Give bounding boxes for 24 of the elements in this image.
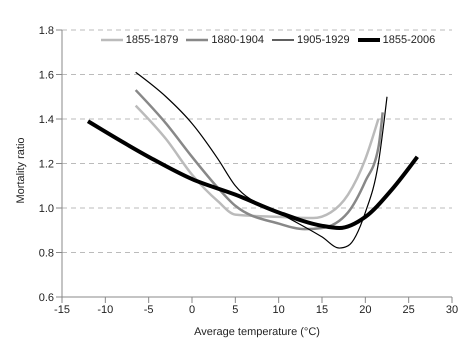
- legend-label: 1905-1929: [297, 34, 350, 46]
- legend-label: 1855-2006: [382, 34, 436, 46]
- y-axis-title: Mortality ratio: [14, 137, 27, 204]
- x-tick-label: 5: [232, 304, 238, 316]
- y-tick-label: 1.4: [38, 114, 54, 126]
- y-tick-label: 0.8: [38, 247, 54, 260]
- legend-label: 1880-1904: [211, 34, 264, 46]
- x-tick-label: 20: [359, 304, 372, 316]
- y-tick-label: 1.2: [38, 158, 54, 170]
- x-tick-label: 0: [188, 304, 196, 316]
- x-tick-label: 10: [272, 304, 285, 316]
- x-axis-title: Average temperature (°C): [194, 326, 320, 338]
- y-tick-label: 1.0: [38, 202, 54, 215]
- x-tick-label: -10: [97, 304, 114, 316]
- line-series: [134, 88, 384, 230]
- y-tick-label: 0.6: [38, 292, 54, 304]
- x-tick-label: 30: [446, 304, 458, 316]
- x-tick-label: -5: [144, 304, 154, 316]
- x-tick-label: 15: [316, 304, 328, 316]
- y-tick-label: 1.8: [38, 24, 54, 37]
- y-tick-label: 1.6: [38, 69, 54, 82]
- x-tick-label: 25: [402, 304, 415, 316]
- legend-label: 1855-1879: [126, 34, 178, 46]
- x-tick-label: -15: [54, 304, 70, 316]
